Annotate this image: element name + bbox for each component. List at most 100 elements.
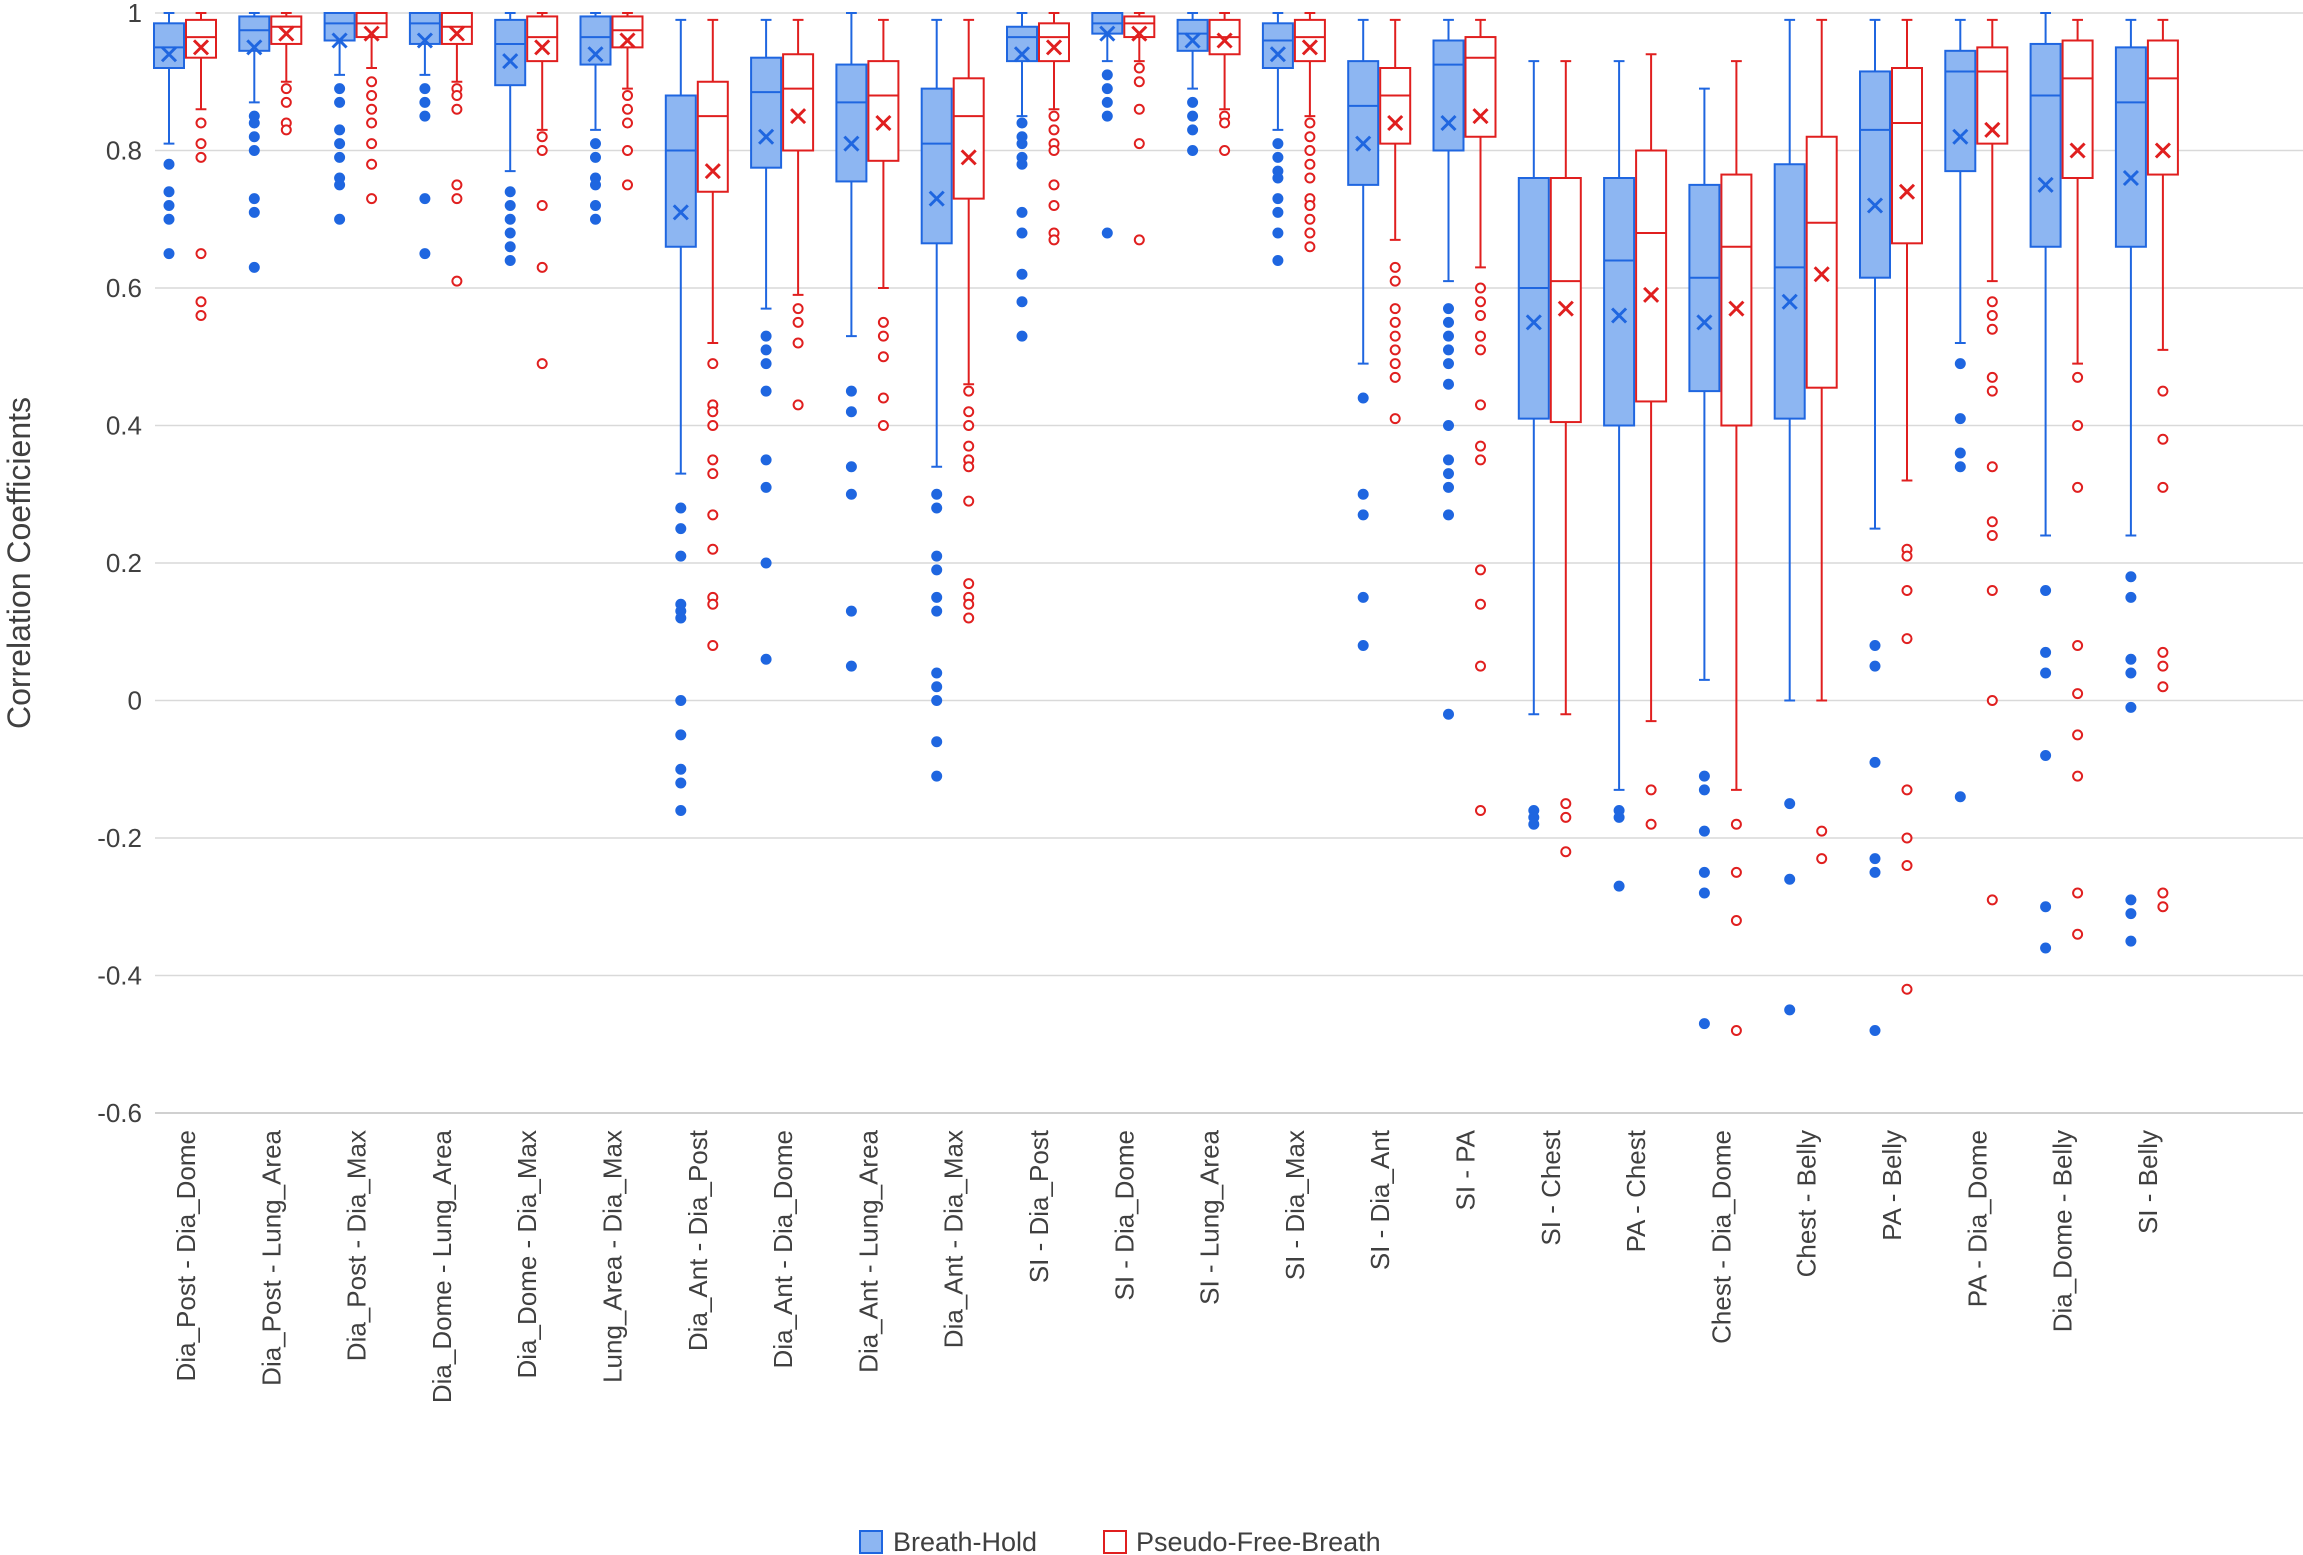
x-tick-label: SI - Dia_Post	[1024, 1129, 1054, 1283]
pf-outlier-point	[2157, 681, 2169, 693]
pf-outlier-point	[1304, 145, 1316, 156]
bh-outlier-point	[1954, 791, 1966, 803]
pf-outlier-point	[707, 420, 719, 431]
pf-mean-marker	[1216, 32, 1233, 49]
category-group	[2114, 18, 2179, 947]
x-tick-label: SI - Chest	[1536, 1129, 1566, 1245]
bh-iqr-box	[2029, 42, 2062, 248]
pf-mean-marker	[1301, 39, 1318, 56]
pf-outlier-point	[963, 612, 975, 624]
pf-outlier-point	[536, 131, 548, 143]
bh-iqr-box	[1859, 70, 1891, 279]
bh-outlier-point	[1443, 481, 1454, 493]
pf-mean-marker	[1387, 114, 1404, 132]
pf-outlier-point	[877, 351, 889, 363]
bh-outlier-point	[590, 213, 601, 225]
bh-iqr-box	[1603, 177, 1636, 427]
bh-outlier-point	[163, 158, 175, 170]
bh-outlier-point	[760, 385, 772, 397]
pf-iqr-box	[440, 12, 473, 45]
bh-outlier-point	[1869, 1025, 1881, 1036]
bh-outlier-point	[1869, 853, 1881, 865]
pf-iqr-box	[1379, 67, 1412, 145]
bh-outlier-point	[1101, 83, 1113, 95]
pf-outlier-point	[1730, 915, 1742, 926]
pf-outlier-point	[1816, 853, 1828, 865]
pf-outlier-point	[1304, 200, 1316, 211]
category-group	[1432, 18, 1497, 816]
bh-outlier-point	[2040, 667, 2052, 679]
bh-outlier-point	[1187, 110, 1199, 122]
bh-outlier-point	[419, 193, 431, 205]
x-tick-label: Dia_Ant - Dia_Post	[683, 1129, 713, 1351]
bh-mean-marker	[160, 46, 178, 63]
bh-outlier-point	[1016, 158, 1028, 170]
bh-outlier-point	[248, 131, 260, 143]
bh-outlier-point	[675, 777, 687, 789]
pf-mean-marker	[192, 39, 210, 56]
bh-iqr-box	[1517, 177, 1550, 420]
bh-outlier-point	[1272, 255, 1284, 266]
pf-outlier-point	[536, 200, 548, 211]
x-tick-label: SI - Dia_Ant	[1365, 1129, 1395, 1270]
pf-outlier-point	[1986, 585, 1998, 596]
bh-outlier-point	[1357, 509, 1369, 521]
pf-outlier-point	[707, 468, 719, 480]
pf-outlier-point	[1048, 145, 1060, 156]
pf-mean-marker	[619, 32, 636, 49]
pf-outlier-point	[963, 440, 975, 452]
pf-outlier-point	[1986, 516, 1998, 528]
bh-iqr-box	[238, 15, 271, 52]
bh-outlier-point	[1443, 303, 1454, 315]
pf-iqr-box	[270, 15, 303, 45]
pf-iqr-box	[1549, 177, 1582, 424]
y-tick-label: 0.2	[106, 548, 142, 578]
bh-outlier-point	[1869, 756, 1881, 768]
bh-mean-marker	[758, 128, 775, 145]
pf-outlier-point	[1986, 323, 1998, 335]
pf-outlier-point	[1133, 103, 1145, 115]
pf-outlier-point	[366, 103, 378, 115]
bh-outlier-point	[1016, 296, 1028, 308]
y-tick-label: -0.6	[97, 1098, 142, 1128]
bh-outlier-point	[1187, 96, 1199, 108]
pf-outlier-point	[877, 330, 889, 342]
y-tick-label: 0.6	[106, 273, 142, 303]
pf-outlier-point	[2157, 433, 2169, 445]
pf-iqr-box	[1720, 173, 1753, 427]
y-tick-label: 0.4	[106, 411, 142, 441]
pf-outlier-point	[622, 103, 633, 115]
pf-iqr-box	[1891, 67, 1923, 245]
bh-mean-marker	[928, 190, 945, 207]
bh-outlier-point	[931, 736, 943, 748]
bh-outlier-point	[504, 227, 516, 239]
pf-outlier-point	[2157, 660, 2169, 672]
bh-outlier-point	[931, 695, 943, 706]
pf-outlier-point	[195, 248, 207, 260]
bh-outlier-point	[2040, 750, 2052, 761]
bh-outlier-point	[1357, 392, 1369, 404]
pf-iqr-box	[1293, 18, 1326, 63]
pf-mean-marker	[1643, 286, 1660, 303]
bh-iqr-box	[1432, 39, 1465, 152]
pf-outlier-point	[1475, 399, 1486, 411]
legend-pseudo-free-breath-swatch	[1103, 1530, 1127, 1554]
pf-outlier-point	[280, 96, 292, 108]
x-tick-label: Chest - Dia_Dome	[1706, 1130, 1736, 1344]
bh-iqr-box	[153, 22, 185, 69]
pf-outlier-point	[1219, 145, 1231, 156]
pf-outlier-point	[1475, 564, 1486, 576]
pf-outlier-point	[2072, 928, 2084, 940]
pf-outlier-point	[1475, 296, 1486, 308]
bh-mean-marker	[1611, 307, 1628, 324]
bh-outlier-point	[675, 763, 687, 775]
pf-outlier-point	[366, 90, 378, 101]
bh-iqr-box	[1347, 60, 1380, 186]
pf-outlier-point	[2157, 901, 2169, 913]
bh-outlier-point	[1272, 193, 1284, 205]
bh-outlier-point	[1784, 873, 1796, 885]
pf-mean-marker	[1472, 108, 1489, 125]
category-group	[1944, 18, 2009, 906]
pf-outlier-point	[1901, 550, 1913, 562]
